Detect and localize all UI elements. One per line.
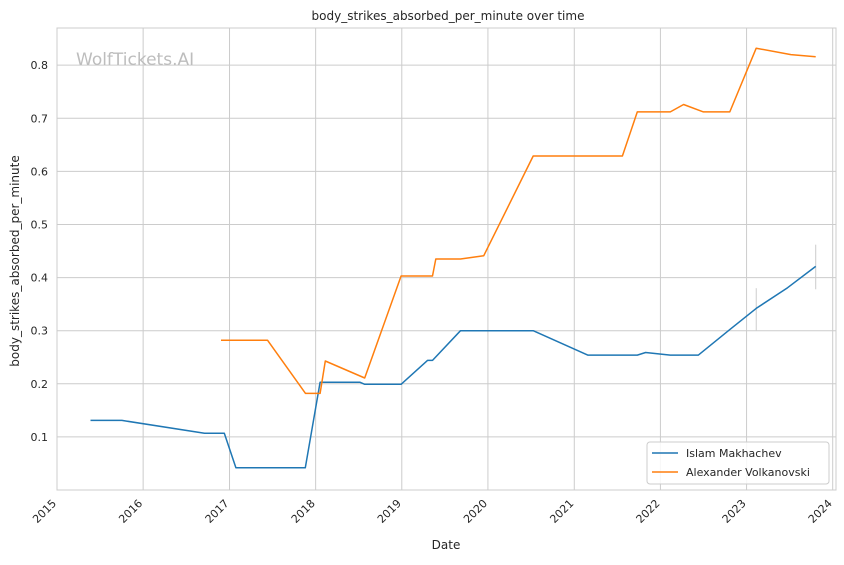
y-tick-label: 0.1 [31, 431, 49, 444]
x-tick-label: 2023 [720, 497, 749, 526]
y-tick-label: 0.2 [31, 378, 49, 391]
series-line-islam-makhachev [90, 265, 817, 469]
chart-title: body_strikes_absorbed_per_minute over ti… [312, 9, 585, 23]
y-axis-label: body_strikes_absorbed_per_minute [8, 155, 22, 366]
x-tick-label: 2021 [547, 497, 576, 526]
x-tick-label: 2024 [806, 497, 835, 526]
legend-box [646, 441, 830, 485]
x-tick-label: 2022 [634, 497, 663, 526]
x-tick-label: 2018 [289, 497, 318, 526]
y-tick-label: 0.8 [31, 59, 49, 72]
x-tick-label: 2019 [375, 497, 404, 526]
x-tick-label: 2015 [30, 497, 59, 526]
legend-label-volkanovski: Alexander Volkanovski [686, 466, 810, 479]
legend-label-islam: Islam Makhachev [686, 447, 782, 460]
y-tick-label: 0.4 [31, 272, 49, 285]
y-tick-label: 0.5 [31, 218, 49, 231]
legend: Islam Makhachev Alexander Volkanovski [646, 441, 830, 485]
series-lines [90, 47, 817, 469]
x-tick-label: 2016 [116, 497, 145, 526]
y-tick-label: 0.3 [31, 325, 49, 338]
y-tick-label: 0.6 [31, 165, 49, 178]
x-axis-label: Date [432, 538, 461, 552]
series-line-alexander-volkanovski [221, 47, 816, 395]
x-tick-label: 2017 [203, 497, 232, 526]
x-tick-label: 2020 [461, 497, 490, 526]
watermark: WolfTickets.AI [76, 50, 194, 70]
y-tick-label: 0.7 [31, 112, 49, 125]
grid [56, 28, 836, 490]
plot-area-frame [56, 27, 837, 491]
